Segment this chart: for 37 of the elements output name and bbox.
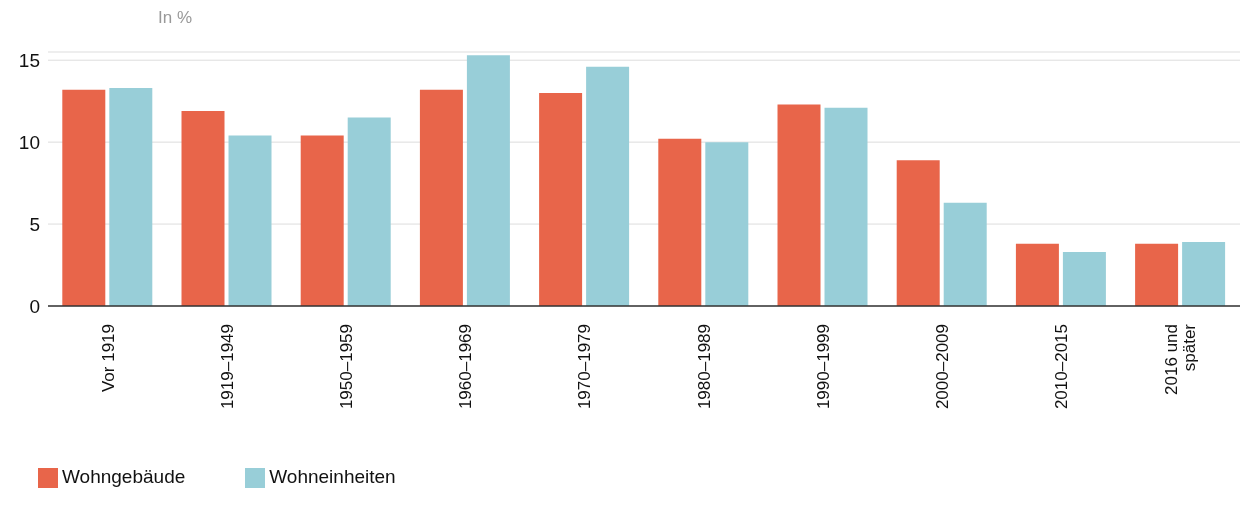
bar — [896, 160, 940, 306]
bar — [658, 138, 702, 306]
bar — [347, 117, 391, 306]
y-tick-label: 15 — [18, 49, 40, 71]
legend-label: Wohneinheiten — [269, 466, 396, 487]
x-tick-label: 1950–1959 — [337, 324, 356, 410]
x-tick-label: 1990–1999 — [813, 324, 833, 410]
y-tick-label: 10 — [18, 131, 40, 153]
x-tick-label: Vor 1919 — [98, 324, 118, 393]
x-tick-label: 1980–1989 — [694, 324, 714, 410]
bar — [300, 135, 344, 306]
bar — [419, 89, 463, 306]
x-tick-label: 1919–1949 — [217, 324, 237, 410]
bar — [824, 107, 868, 306]
y-tick-label: 5 — [29, 213, 40, 235]
bar — [466, 55, 510, 306]
bar — [1135, 243, 1179, 306]
bar — [539, 92, 583, 306]
bar — [228, 135, 272, 306]
x-tick-label: 2016 und später — [1162, 323, 1200, 395]
bar — [109, 88, 153, 306]
bar — [62, 89, 106, 306]
bar — [181, 110, 225, 306]
x-tick-label: 2000–2009 — [933, 324, 952, 410]
bar — [777, 104, 821, 306]
bar — [705, 142, 749, 306]
bar — [586, 66, 630, 306]
bar — [1062, 251, 1106, 306]
x-tick-label: 2010–2015 — [1052, 324, 1072, 410]
y-axis-title: In % — [158, 8, 193, 28]
x-tick-label: 1960–1969 — [456, 324, 476, 410]
bar — [1182, 242, 1226, 306]
bar — [1015, 243, 1059, 306]
legend-label: Wohngebäude — [62, 466, 186, 487]
x-tick-label: 1970–1979 — [575, 324, 595, 410]
y-tick-label: 0 — [29, 295, 40, 317]
bar — [943, 202, 987, 306]
